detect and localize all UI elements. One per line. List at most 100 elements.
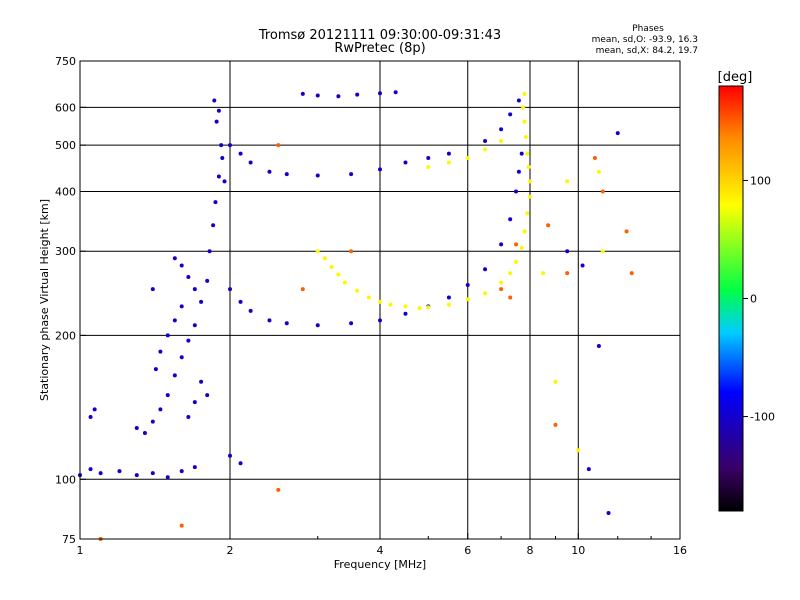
data-point <box>615 131 620 136</box>
data-point <box>186 338 191 343</box>
data-point <box>186 414 191 419</box>
stats-heading: Phases <box>632 24 664 34</box>
data-point <box>465 156 470 161</box>
data-point <box>228 453 232 458</box>
data-point <box>98 471 103 476</box>
data-point <box>172 373 177 378</box>
data-point <box>508 217 513 222</box>
colorbar-label: [deg] <box>718 70 753 85</box>
data-point <box>565 271 570 276</box>
data-point <box>624 229 629 234</box>
data-point <box>378 167 382 172</box>
data-point <box>142 430 147 435</box>
data-point <box>514 242 519 247</box>
data-point <box>417 306 422 311</box>
data-point <box>205 393 210 398</box>
data-point <box>172 256 177 261</box>
data-point <box>192 323 197 328</box>
data-point <box>349 172 354 177</box>
data-point <box>179 304 184 309</box>
y-tick-label: 500 <box>55 139 76 152</box>
data-point <box>207 249 212 254</box>
data-point <box>499 139 504 144</box>
data-point <box>336 94 341 99</box>
y-tick-label: 400 <box>55 185 76 198</box>
data-point <box>179 523 184 528</box>
data-point <box>238 151 243 156</box>
data-point <box>565 249 570 254</box>
data-point <box>199 379 204 384</box>
stats-x-mode: mean, sd,X: 84.2, 19.7 <box>596 46 698 56</box>
y-tick-label: 300 <box>55 245 76 258</box>
data-point <box>153 367 158 372</box>
data-point <box>216 174 221 179</box>
data-point <box>219 143 224 148</box>
x-axis-label: Frequency [MHz] <box>334 558 426 571</box>
data-point <box>483 267 488 272</box>
data-point <box>403 304 408 309</box>
data-point <box>172 318 177 323</box>
data-point <box>267 318 272 323</box>
data-point <box>192 400 197 405</box>
data-point <box>284 172 289 177</box>
data-point <box>88 467 93 472</box>
data-point <box>508 271 513 276</box>
data-point <box>248 160 253 165</box>
data-point <box>214 119 219 124</box>
data-point <box>179 469 184 474</box>
data-point <box>150 471 155 476</box>
x-tick-label: 2 <box>227 544 234 557</box>
data-point <box>514 189 519 194</box>
data-point <box>284 321 289 326</box>
data-point <box>238 461 243 466</box>
data-point <box>222 179 227 184</box>
data-point <box>315 173 320 178</box>
data-point <box>150 419 155 424</box>
data-point <box>483 139 488 144</box>
data-point <box>300 91 305 96</box>
data-point <box>336 272 341 277</box>
data-point <box>315 93 320 98</box>
data-point <box>186 274 191 279</box>
colorbar-ticks: 100 0 -100 <box>743 174 775 424</box>
data-point <box>158 349 163 354</box>
data-point <box>525 211 530 216</box>
y-tick-label: 600 <box>55 101 76 114</box>
data-point <box>179 263 184 268</box>
x-tick-label: 4 <box>377 544 384 557</box>
data-point <box>88 414 93 419</box>
data-point <box>508 295 513 300</box>
data-point <box>165 333 170 338</box>
data-point <box>92 407 97 412</box>
data-point <box>220 156 225 161</box>
data-point <box>521 105 526 110</box>
data-point <box>329 265 334 270</box>
colorbar-tick-label: 0 <box>750 293 757 306</box>
data-point <box>522 229 527 234</box>
data-point <box>596 169 601 174</box>
data-point <box>522 119 527 124</box>
data-point <box>516 169 521 174</box>
data-point <box>426 305 431 310</box>
colorbar <box>718 85 744 512</box>
data-point <box>349 249 354 254</box>
x-tick-label: 8 <box>527 544 534 557</box>
data-points <box>78 90 634 541</box>
data-point <box>508 112 513 117</box>
data-point <box>483 147 488 152</box>
data-point <box>378 91 382 96</box>
data-point <box>499 242 504 247</box>
x-tick-label: 1 <box>77 544 84 557</box>
data-point <box>228 143 232 148</box>
data-point <box>134 426 139 431</box>
data-point <box>238 299 243 304</box>
data-point <box>446 160 451 165</box>
data-point <box>528 179 532 184</box>
data-point <box>426 165 431 170</box>
data-point <box>117 469 122 474</box>
data-point <box>483 291 488 296</box>
data-point <box>150 287 155 292</box>
data-point <box>276 487 281 492</box>
data-point <box>192 465 197 470</box>
